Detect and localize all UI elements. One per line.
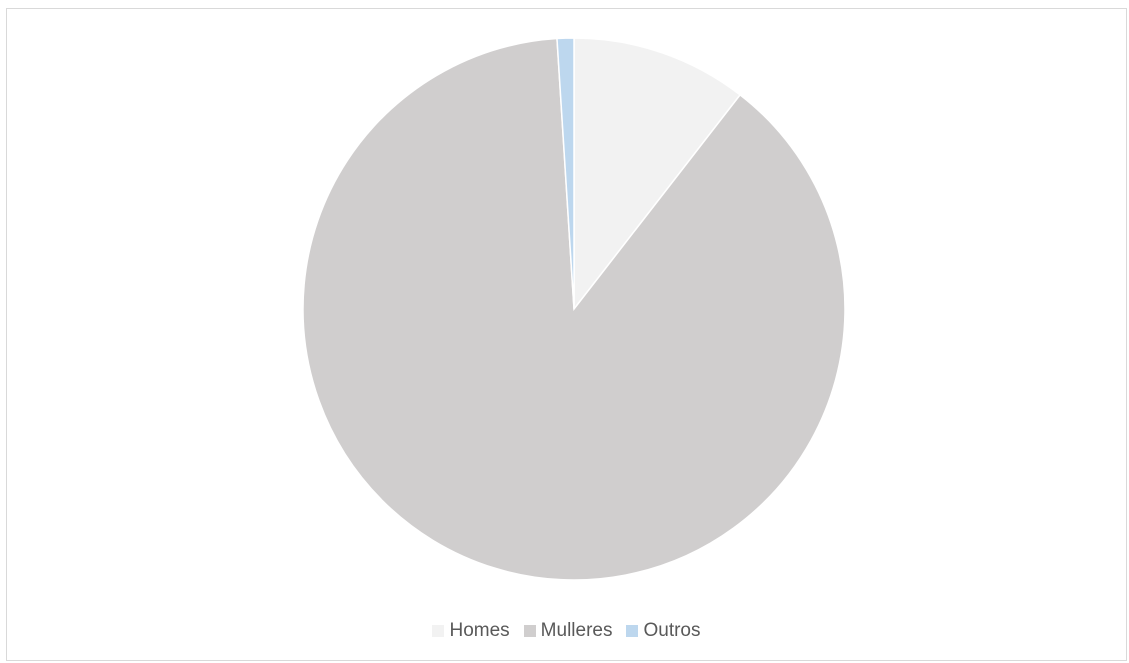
legend-item-homes: Homes (432, 620, 510, 642)
legend-item-outros: Outros (626, 620, 701, 642)
pie-chart (302, 37, 846, 581)
legend-label-mulleres: Mulleres (540, 620, 613, 641)
legend-label-homes: Homes (449, 620, 510, 641)
legend: Homes Mulleres Outros (7, 620, 1126, 642)
chart-area: Homes Mulleres Outros (6, 8, 1127, 661)
pie-slice-outros (556, 37, 575, 310)
legend-swatch-outros (626, 625, 639, 637)
legend-label-outros: Outros (643, 620, 701, 641)
pie-slice-homes (573, 37, 742, 312)
legend-swatch-homes (432, 625, 445, 637)
legend-swatch-mulleres (523, 625, 536, 637)
pie-slice-mulleres (302, 37, 846, 581)
legend-item-mulleres: Mulleres (523, 620, 613, 642)
pie-slices (302, 37, 846, 581)
